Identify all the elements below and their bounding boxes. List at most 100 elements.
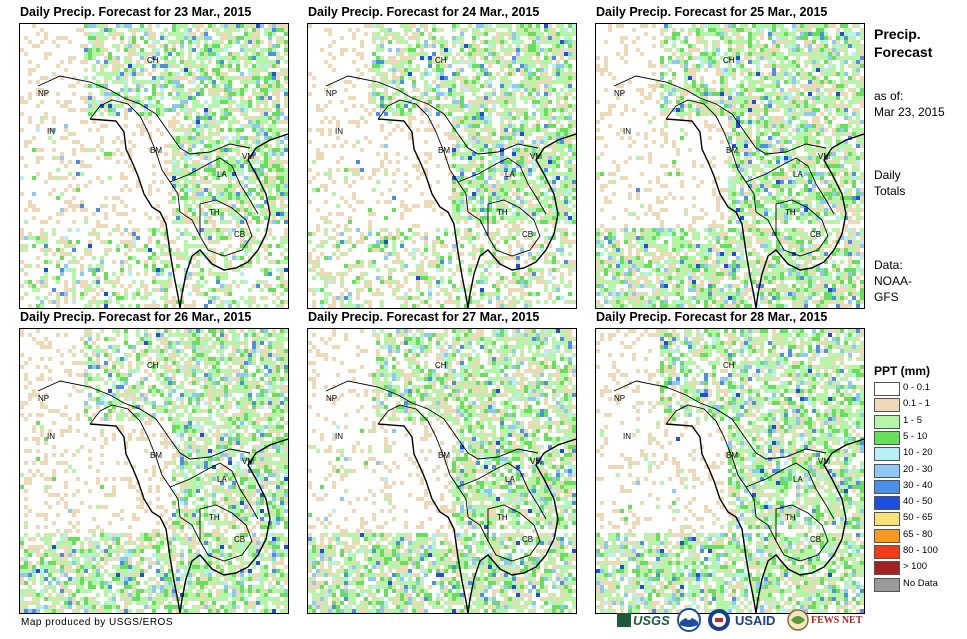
country-label-in: IN bbox=[335, 432, 343, 441]
precip-grid bbox=[308, 24, 576, 308]
country-label-bm: BM bbox=[150, 146, 162, 155]
legend-label: No Data bbox=[903, 577, 938, 589]
legend-label: 30 - 40 bbox=[903, 479, 933, 491]
country-label-cb: CB bbox=[810, 535, 822, 544]
country-label-in: IN bbox=[47, 127, 55, 136]
country-label-in: IN bbox=[623, 432, 631, 441]
coastline bbox=[179, 133, 288, 308]
legend-label: 1 - 5 bbox=[903, 414, 923, 426]
country-label-th: TH bbox=[497, 208, 508, 217]
panel-title: Daily Precip. Forecast for 28 Mar., 2015 bbox=[596, 310, 828, 324]
country-label-vm: VM bbox=[242, 152, 254, 161]
country-label-ch: CH bbox=[723, 56, 735, 65]
legend-title: PPT (mm) bbox=[874, 364, 931, 378]
country-border bbox=[755, 211, 777, 237]
legend-label: 10 - 20 bbox=[903, 447, 933, 459]
country-label-ch: CH bbox=[147, 361, 159, 370]
precip-map-svg bbox=[308, 24, 576, 308]
precip-map-svg bbox=[20, 24, 288, 308]
country-border bbox=[665, 404, 757, 518]
legend-swatch bbox=[874, 447, 900, 462]
legend-swatch bbox=[874, 479, 900, 494]
country-border bbox=[37, 380, 251, 460]
country-border bbox=[169, 157, 259, 215]
precip-map: CH NP IN BM LA VM TH CB bbox=[19, 328, 289, 614]
coastline bbox=[467, 438, 576, 613]
country-label-np: NP bbox=[614, 89, 626, 98]
country-label-th: TH bbox=[785, 208, 796, 217]
precip-map-svg bbox=[308, 329, 576, 613]
country-border bbox=[467, 516, 489, 542]
legend-label: 65 - 80 bbox=[903, 528, 933, 540]
country-border bbox=[325, 75, 539, 155]
country-label-vm: VM bbox=[530, 457, 542, 466]
precip-grid bbox=[596, 24, 864, 308]
legend-swatch bbox=[874, 414, 900, 429]
data-source: Data: NOAA- GFS bbox=[874, 258, 913, 304]
country-label-th: TH bbox=[209, 208, 220, 217]
coastline bbox=[89, 423, 181, 613]
daily-totals-label: Daily Totals bbox=[874, 168, 906, 198]
country-border bbox=[199, 199, 253, 257]
country-label-la: LA bbox=[793, 475, 803, 484]
forecast-title: Precip. Forecast bbox=[874, 26, 933, 60]
country-border bbox=[775, 504, 829, 562]
forecast-panel: Daily Precip. Forecast for 24 Mar., 2015… bbox=[306, 5, 596, 310]
panel-title: Daily Precip. Forecast for 23 Mar., 2015 bbox=[20, 5, 252, 19]
logo-strip: USGS USAID FEWS NET bbox=[617, 607, 867, 633]
fewsnet-logo: FEWS NET bbox=[787, 607, 863, 633]
forecast-panel: Daily Precip. Forecast for 25 Mar., 2015… bbox=[594, 5, 884, 310]
country-label-np: NP bbox=[38, 89, 50, 98]
country-label-la: LA bbox=[217, 170, 227, 179]
country-label-th: TH bbox=[785, 513, 796, 522]
country-label-la: LA bbox=[505, 475, 515, 484]
precip-grid bbox=[20, 329, 288, 613]
coastline bbox=[755, 438, 864, 613]
country-label-vm: VM bbox=[242, 457, 254, 466]
country-label-cb: CB bbox=[522, 535, 534, 544]
country-label-in: IN bbox=[623, 127, 631, 136]
country-border bbox=[199, 504, 253, 562]
precip-map: CH NP IN BM LA VM TH CB bbox=[595, 23, 865, 309]
country-label-bm: BM bbox=[438, 451, 450, 460]
country-label-in: IN bbox=[47, 432, 55, 441]
legend-swatch bbox=[874, 382, 900, 396]
country-label-cb: CB bbox=[234, 535, 246, 544]
country-label-np: NP bbox=[326, 89, 338, 98]
noaa-logo-icon bbox=[677, 607, 703, 633]
country-label-np: NP bbox=[326, 394, 338, 403]
precip-map-svg bbox=[596, 24, 864, 308]
country-border bbox=[89, 99, 181, 213]
country-label-la: LA bbox=[505, 170, 515, 179]
precip-grid bbox=[308, 329, 576, 613]
country-label-la: LA bbox=[217, 475, 227, 484]
country-border bbox=[613, 75, 827, 155]
forecast-panel: Daily Precip. Forecast for 26 Mar., 2015… bbox=[18, 310, 308, 615]
coastline bbox=[665, 423, 757, 613]
coastline bbox=[665, 118, 757, 308]
usgs-logo: USGS bbox=[617, 607, 673, 633]
precip-map-svg bbox=[596, 329, 864, 613]
country-border bbox=[457, 462, 547, 520]
country-border bbox=[487, 199, 541, 257]
country-label-bm: BM bbox=[438, 146, 450, 155]
coastline bbox=[377, 118, 469, 308]
forecast-panel: Daily Precip. Forecast for 27 Mar., 2015… bbox=[306, 310, 596, 615]
legend-label: 80 - 100 bbox=[903, 545, 938, 556]
country-label-cb: CB bbox=[234, 230, 246, 239]
country-border bbox=[467, 211, 489, 237]
precip-map: CH NP IN BM LA VM TH CB bbox=[307, 23, 577, 309]
usaid-logo: USAID bbox=[735, 612, 776, 628]
coastline bbox=[377, 423, 469, 613]
precip-grid bbox=[20, 24, 288, 308]
as-of-date: as of: Mar 23, 2015 bbox=[874, 89, 945, 119]
country-label-ch: CH bbox=[435, 56, 447, 65]
legend-swatch bbox=[874, 561, 900, 576]
legend-label: 0.1 - 1 bbox=[903, 398, 930, 410]
precip-map: CH NP IN BM LA VM TH CB bbox=[595, 328, 865, 614]
coastline bbox=[467, 133, 576, 308]
country-label-cb: CB bbox=[522, 230, 534, 239]
country-border bbox=[775, 199, 829, 257]
legend-swatch bbox=[874, 545, 900, 559]
legend-swatch bbox=[874, 577, 900, 592]
